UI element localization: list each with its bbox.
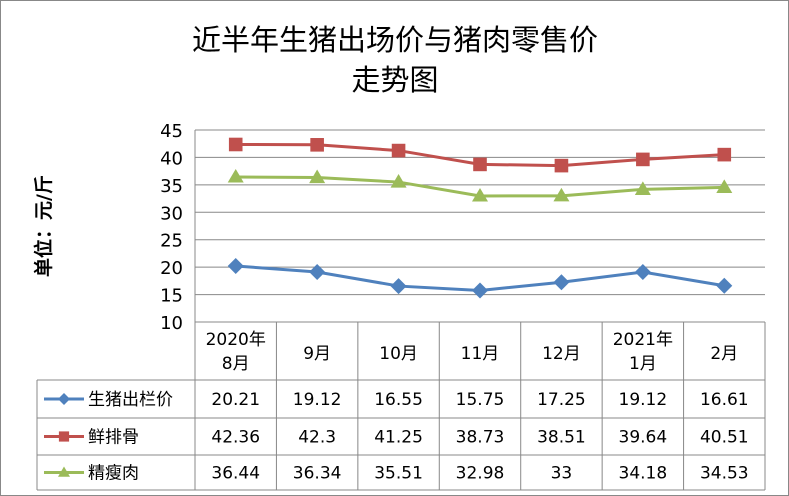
y-tick-label: 30 xyxy=(160,203,183,224)
x-category-label: 11月 xyxy=(461,344,500,364)
data-point-diamond xyxy=(634,263,651,280)
data-point-square xyxy=(473,157,487,172)
data-table-value: 36.34 xyxy=(293,464,342,484)
chart-title-line-2: 走势图 xyxy=(351,63,438,97)
data-table-value: 35.51 xyxy=(374,464,423,484)
x-category-label: 8月 xyxy=(222,354,250,374)
y-tick-label: 15 xyxy=(160,286,183,307)
data-point-square xyxy=(310,138,324,152)
data-table-value: 34.18 xyxy=(619,464,668,484)
data-point-square xyxy=(228,137,243,152)
legend-marker-diamond xyxy=(58,393,70,405)
data-table-value: 15.75 xyxy=(456,390,505,410)
x-category-label: 2月 xyxy=(710,344,738,364)
x-category-label: 12月 xyxy=(542,344,581,364)
data-table-value: 33 xyxy=(551,464,573,484)
data-table-value: 42.36 xyxy=(211,428,260,448)
data-table-value: 20.21 xyxy=(211,390,260,410)
y-tick-label: 40 xyxy=(160,148,183,169)
data-point-diamond xyxy=(227,257,244,274)
y-tick-label: 45 xyxy=(160,121,183,142)
data-point-triangle xyxy=(227,168,244,183)
y-tick-label: 35 xyxy=(160,176,183,197)
data-table-value: 36.44 xyxy=(211,464,260,484)
data-table-value: 39.64 xyxy=(619,428,668,448)
y-axis-label: 单位：元/斤 xyxy=(32,175,55,277)
legend-marker-triangle xyxy=(58,466,70,477)
legend-label: 生猪出栏价 xyxy=(88,390,173,410)
legend-label: 精瘦肉 xyxy=(88,464,139,484)
data-table-value: 17.25 xyxy=(537,390,586,410)
data-point-triangle xyxy=(634,181,651,195)
x-category-label: 2020年 xyxy=(206,330,266,350)
y-tick-label: 25 xyxy=(160,231,183,252)
data-point-square xyxy=(391,143,406,158)
data-table-value: 38.51 xyxy=(537,428,586,448)
y-tick-label: 20 xyxy=(160,258,183,279)
data-table-value: 34.53 xyxy=(700,464,749,484)
data-point-square xyxy=(717,147,732,162)
legend-marker-square xyxy=(58,431,70,442)
data-point-triangle xyxy=(553,187,570,202)
data-table-value: 38.73 xyxy=(456,428,505,448)
data-point-triangle xyxy=(472,187,488,202)
x-category-label: 2021年 xyxy=(613,330,673,350)
data-point-triangle xyxy=(716,179,733,194)
data-table-value: 16.61 xyxy=(700,390,749,410)
data-point-square xyxy=(554,158,569,173)
data-table-value: 42.3 xyxy=(298,428,336,448)
x-category-label: 1月 xyxy=(629,354,657,374)
chart-title-line-1: 近半年生猪出场价与猪肉零售价 xyxy=(192,23,598,57)
data-point-triangle xyxy=(309,169,326,184)
data-table-value: 19.12 xyxy=(619,390,668,410)
data-point-diamond xyxy=(472,282,488,299)
data-table-value: 41.25 xyxy=(374,428,423,448)
data-point-diamond xyxy=(390,278,407,295)
data-table-value: 32.98 xyxy=(456,464,505,484)
data-point-square xyxy=(636,152,650,167)
data-point-diamond xyxy=(309,263,326,280)
data-point-diamond xyxy=(553,274,570,291)
data-point-triangle xyxy=(390,174,407,188)
x-category-label: 10月 xyxy=(379,344,418,364)
data-point-diamond xyxy=(716,277,733,294)
data-table-value: 19.12 xyxy=(293,390,342,410)
legend-label: 鲜排骨 xyxy=(88,428,139,448)
data-table-value: 40.51 xyxy=(700,428,749,448)
x-category-label: 9月 xyxy=(303,344,331,364)
y-tick-label: 10 xyxy=(160,313,183,334)
data-table-value: 16.55 xyxy=(374,390,423,410)
